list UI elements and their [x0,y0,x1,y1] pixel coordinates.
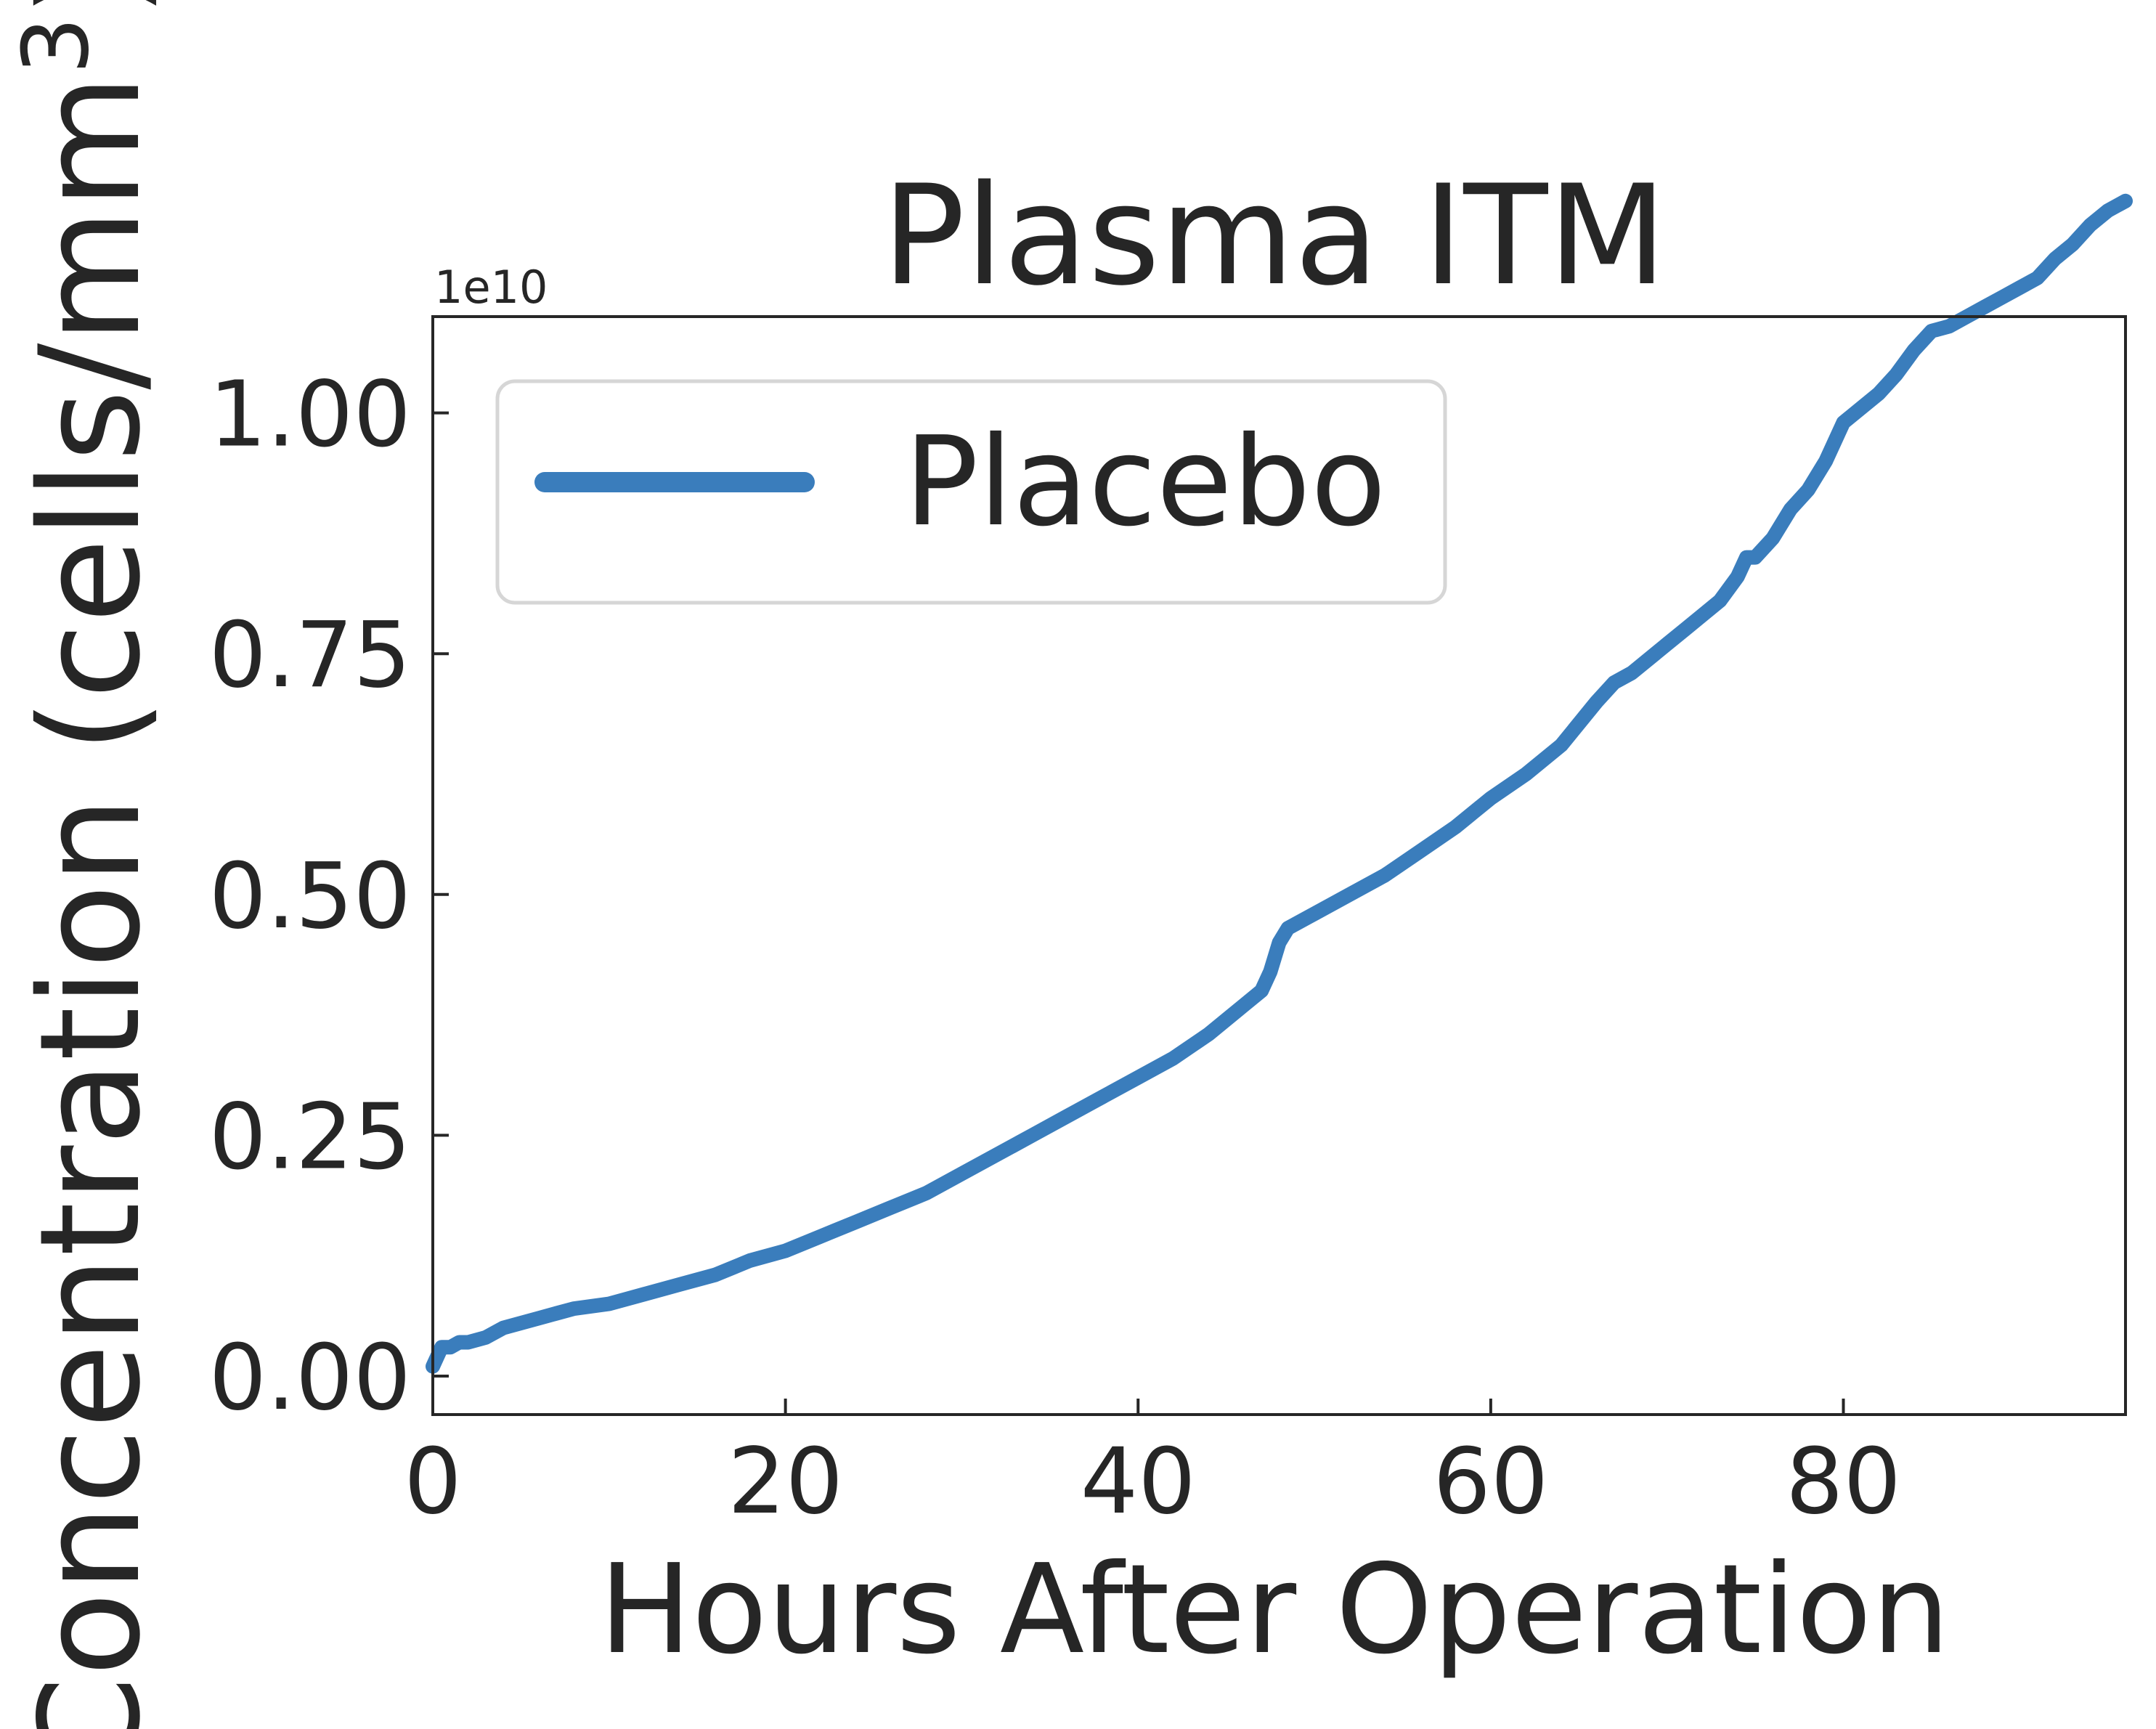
x-tick-label: 80 [1786,1429,1901,1534]
y-tick-label: 0.25 [209,1084,411,1189]
series-layer [426,193,2133,1374]
y-axis-label: Concentration (cells/mm3) [4,0,171,1729]
chart-title: Plasma ITM [882,155,1667,316]
y-axis-label-superscript: 3 [4,17,109,75]
x-tick-label: 40 [1081,1429,1196,1534]
x-tick-label: 20 [728,1429,843,1534]
legend-box [495,379,1447,605]
x-tick-label: 0 [404,1429,462,1534]
x-ticks: 0 20 40 60 80 [404,1399,1901,1534]
y-tick-label: 0.00 [209,1325,411,1431]
series-line-placebo [426,193,2133,1374]
legend-label-placebo: Placebo [904,410,1386,554]
y-ticks: 0.00 0.25 0.50 0.75 1.00 [209,362,449,1431]
y-axis-label-main: Concentration (cells/mm [10,74,171,1729]
x-tick-label: 60 [1433,1429,1548,1534]
y-tick-label: 1.00 [209,362,411,468]
y-axis-label-suffix: ) [10,0,171,17]
x-axis-label: Hours After Operation [599,1538,1950,1682]
plot-frame [431,315,2127,1416]
y-offset-text: 1e10 [434,261,548,314]
y-tick-label: 0.50 [209,844,411,949]
legend: Placebo [495,379,1447,605]
y-tick-label: 0.75 [209,603,411,708]
